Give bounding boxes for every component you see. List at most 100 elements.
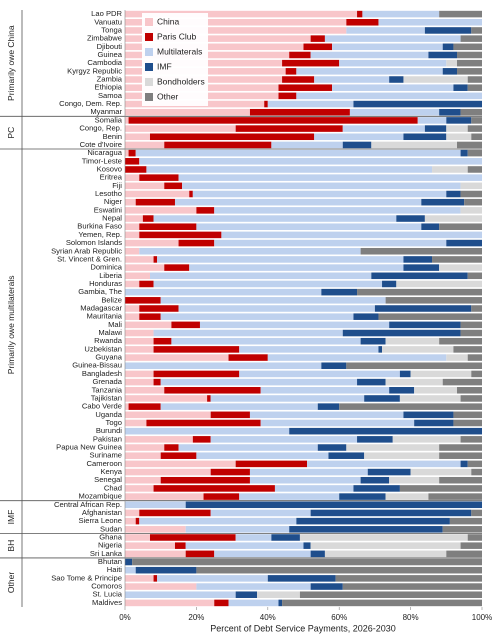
bar-segment [139,305,179,312]
bar-segment [125,231,140,239]
bar-segment [249,411,404,419]
category-label: Tanzania [92,385,123,394]
bar-segment [153,370,240,378]
bar-segment [153,485,275,492]
bar-segment [264,100,268,108]
legend-label: China [157,16,179,26]
bar-segment [125,411,211,419]
category-label: Burundi [96,426,122,435]
bar-segment [321,362,347,370]
bar-segment [310,51,429,59]
bar-segment [125,558,133,566]
bar-segment [310,509,472,517]
bar-segment [460,542,482,549]
bar-segment [357,288,482,296]
bar-segment [282,76,315,83]
bar-segment [153,329,343,337]
bar-segment [160,403,318,410]
bar-segment [125,550,186,558]
bar-segment [446,239,482,247]
category-label: Guyana [95,353,122,362]
bar-segment [149,534,236,541]
bar-segment [125,272,150,280]
bar-segment [228,354,268,361]
bar-segment [385,378,443,386]
category-label: Sri Lanka [90,549,123,558]
bar-segment [382,280,397,288]
group-label: IMF [6,510,16,525]
bar-segment [439,10,482,18]
x-tick-label: 60% [331,613,347,622]
bar-segment [324,35,461,42]
bar-segment [125,305,140,312]
bar-segment [464,198,482,206]
bar-segment [296,92,482,100]
bar-segment [396,215,425,222]
category-label: Honduras [89,279,122,288]
bar-segment [196,583,311,590]
bar-segment [125,256,154,263]
bar-segment [174,542,186,549]
group-label: Other [6,572,16,593]
legend-swatch [145,48,153,56]
bar-segment [239,346,379,353]
bar-segment [139,158,482,165]
category-label: Senegal [94,475,122,484]
bar-segment [125,125,236,132]
bar-segment [389,321,461,329]
bar-segment [410,468,472,476]
bar-segment [299,591,482,599]
bar-segment [439,223,482,230]
bar-segment [125,223,140,230]
bar-segment [399,485,482,492]
bar-segment [439,476,482,484]
category-label: Comoros [91,582,122,591]
legend-label: Other [157,91,178,101]
bar-segment [471,305,482,312]
bar-segment [471,509,482,517]
category-label: Chad [104,483,122,492]
category-label: Haiti [107,565,123,574]
bar-segment [125,378,154,386]
bar-segment [371,272,468,280]
bar-segment [357,10,363,18]
bar-segment [446,59,458,67]
bar-segment [221,231,482,239]
bar-segment [125,460,236,468]
bar-segment [439,452,482,459]
bar-segment [125,297,161,304]
bar-segment [353,100,482,108]
bar-segment [453,43,482,51]
category-label: Ghana [99,532,123,541]
bar-segment [153,346,240,353]
category-label: Mozambique [79,492,122,501]
bar-segment [457,141,482,149]
bar-segment [125,354,229,361]
bar-segment [378,346,383,353]
bar-segment [346,362,482,370]
bar-segment [192,190,447,198]
bar-segment [139,517,297,525]
bar-segment [460,395,482,402]
bar-segment [460,190,482,198]
category-label: Syrian Arab Republic [51,246,122,255]
bar-segment [125,35,311,42]
legend-swatch [145,18,153,26]
bar-segment [421,198,465,206]
bar-segment [467,272,482,280]
bar-segment [324,550,447,558]
bar-segment [125,117,129,124]
x-tick-label: 20% [188,613,204,622]
bar-segment [371,141,458,149]
bar-segment [142,215,154,222]
bar-segment [125,133,150,141]
x-tick-label: 100% [472,613,492,622]
category-label: Sierra Leone [79,516,122,525]
bar-segment [442,68,458,75]
category-label: Cabo Verde [82,402,122,411]
bar-segment [160,313,354,320]
legend-swatch [145,63,153,71]
bar-segment [403,133,447,141]
bar-segment [271,534,300,541]
bar-segment [289,427,482,435]
